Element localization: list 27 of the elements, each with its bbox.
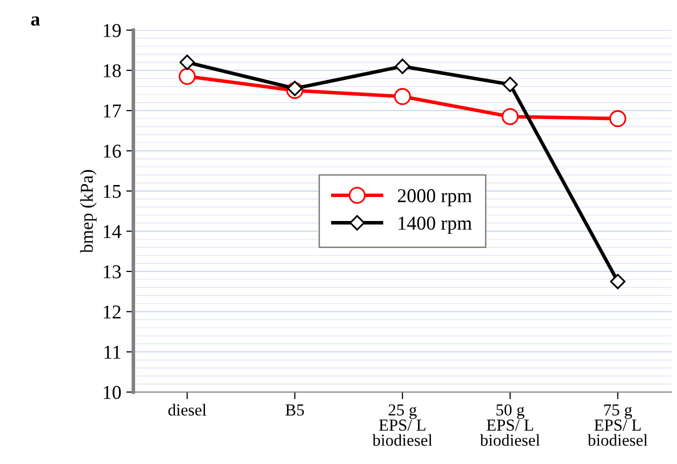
point [502,108,519,126]
point [394,88,411,105]
point [179,54,195,70]
x-tick-label: 25 g EPS/ L biodiesel [372,404,432,446]
y-tick-label: 16 [104,144,121,158]
point [609,110,626,128]
x-tick-label: diesel [168,404,206,416]
point [178,68,196,85]
legend-label: 1400 rpm [398,216,472,234]
text: a [31,16,40,26]
y-tick-label: 11 [104,346,120,359]
y-tick-label: 18 [104,64,121,78]
y-axis-title: bmep (kPa) [80,170,97,253]
point [394,58,410,74]
y-tick-label: 14 [104,225,122,238]
y-tick-label: 12 [104,306,120,318]
y-tick-label: 19 [104,24,121,38]
y-tick-label: 17 [104,104,122,118]
legend-label: 2000 rpm [398,189,472,206]
point [610,274,626,290]
x-tick-label: 50 g EPS/ L biodiesel [480,404,540,446]
x-tick-label: 75 g EPS/ L biodiesel [588,404,648,446]
point [502,76,518,92]
y-tick-label: 13 [104,265,121,278]
y-tick-label: 10 [104,386,121,400]
x-tick-label: B5 [286,404,304,416]
y-tick-label: 15 [104,184,121,198]
